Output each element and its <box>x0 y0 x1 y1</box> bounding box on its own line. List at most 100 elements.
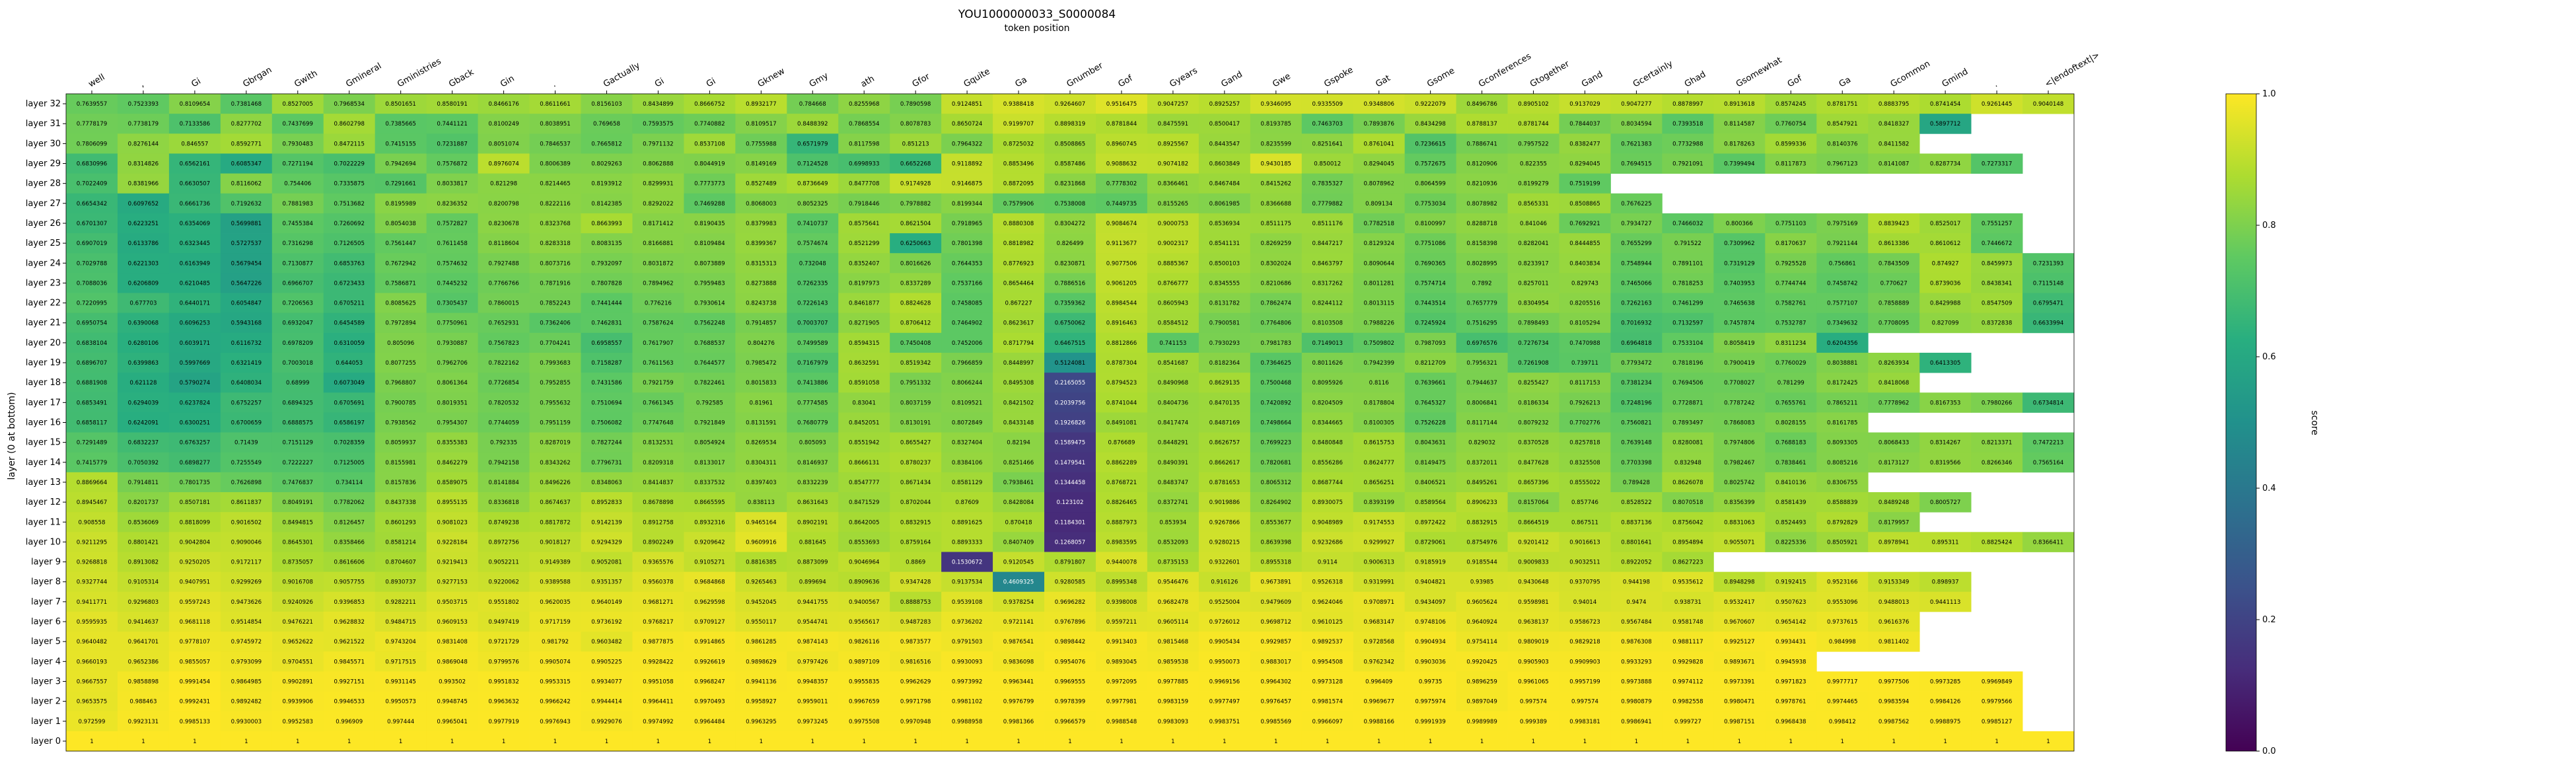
heatmap-cell <box>1044 352 1096 373</box>
cell-value-label: 0.8186334 <box>1518 400 1548 406</box>
cell-value-label: 0.9968438 <box>1775 719 1806 725</box>
cell-value-label: 1 <box>1892 739 1895 745</box>
heatmap-cell <box>168 153 221 174</box>
cell-value-label: 0.7704241 <box>540 340 570 347</box>
cell-value-label: 0.6221303 <box>128 260 159 267</box>
heatmap-cell <box>1353 193 1406 214</box>
cell-value-label: 0.7231393 <box>2033 260 2063 267</box>
cell-value-label: 0.8902191 <box>797 519 828 526</box>
heatmap-cell <box>1044 472 1096 493</box>
cell-value-label: 0.6734814 <box>2033 400 2063 406</box>
cell-value-label: 0.8231868 <box>1055 181 1085 188</box>
y-tick-label: layer 6 <box>31 617 61 627</box>
cell-value-label: 0.8639398 <box>1261 539 1291 546</box>
heatmap-cell <box>735 392 787 413</box>
cell-value-label: 0.9897109 <box>849 659 879 665</box>
cell-value-label: 0.5790274 <box>180 380 210 386</box>
cell-value-label: 0.5124081 <box>1055 360 1085 367</box>
cell-value-label: 0.8348063 <box>591 480 622 486</box>
heatmap-cell <box>478 552 530 573</box>
heatmap-cell <box>2022 392 2075 413</box>
cell-value-label: 0.8462279 <box>437 460 467 466</box>
heatmap-cell <box>1095 552 1148 573</box>
cell-value-label: 0.7463703 <box>1312 121 1343 127</box>
cell-value-label: 1 <box>1017 739 1020 745</box>
cell-value-label: 0.792585 <box>696 400 723 406</box>
cell-value-label: 0.9951058 <box>643 678 673 685</box>
heatmap-cell <box>375 632 427 652</box>
heatmap-cell <box>632 114 684 134</box>
heatmap-cell <box>787 293 839 314</box>
cell-value-label: 0.7652931 <box>488 320 519 327</box>
cell-value-label: 0.9535612 <box>1672 579 1703 586</box>
cell-value-label: 0.8397403 <box>746 480 776 486</box>
heatmap-cell <box>1456 373 1508 393</box>
cell-value-label: 0.8536069 <box>128 519 159 526</box>
heatmap-cell <box>426 412 478 433</box>
heatmap-cell <box>735 552 787 573</box>
heatmap-cell <box>271 253 324 273</box>
cell-value-label: 0.7881983 <box>283 201 313 207</box>
cell-value-label: 0.9389588 <box>540 579 570 586</box>
cell-value-label: 0.7446672 <box>1982 240 2012 247</box>
heatmap-cell <box>323 193 376 214</box>
heatmap-cell <box>838 173 890 194</box>
heatmap-cell <box>1095 611 1148 632</box>
cell-value-label: 0.8984544 <box>1106 301 1137 307</box>
heatmap-cell <box>735 332 787 353</box>
cell-value-label: 0.9620035 <box>540 599 570 606</box>
heatmap-cell <box>1250 293 1303 314</box>
cell-value-label: 0.8605943 <box>1158 301 1188 307</box>
cell-value-label: 0.9970493 <box>694 699 725 706</box>
cell-value-label: 0.9972095 <box>1106 678 1137 685</box>
cell-value-label: 0.7972894 <box>385 320 415 327</box>
cell-value-label: 0.9404821 <box>1415 579 1445 586</box>
cell-value-label: 0.804276 <box>748 340 775 347</box>
cell-value-label: 0.8602798 <box>334 121 364 127</box>
heatmap-cell <box>323 273 376 293</box>
cell-value-label: 0.8079232 <box>1518 420 1548 427</box>
cell-value-label: 0.9348806 <box>1363 101 1394 108</box>
heatmap-cell <box>1404 293 1457 314</box>
heatmap-cell <box>1095 94 1148 114</box>
cell-value-label: 0.7676225 <box>1621 201 1651 207</box>
heatmap-cell <box>581 591 633 612</box>
heatmap-cell <box>1301 133 1354 154</box>
y-tick-label: layer 13 <box>26 478 61 488</box>
heatmap-cell <box>271 392 324 413</box>
heatmap-cell <box>838 213 890 234</box>
cell-value-label: 0.8005727 <box>1930 499 1960 506</box>
heatmap-cell <box>2022 293 2075 314</box>
heatmap-cell <box>375 452 427 473</box>
heatmap-cell <box>684 512 736 532</box>
heatmap-cell <box>787 312 839 334</box>
heatmap-cell <box>1044 114 1096 134</box>
cell-value-label: 0.7900419 <box>1724 360 1754 367</box>
cell-value-label: 0.9280585 <box>1055 579 1085 586</box>
heatmap-cell <box>1713 492 1766 513</box>
heatmap-cell <box>838 193 890 214</box>
cell-value-label: 0.9966579 <box>1055 719 1085 725</box>
heatmap-cell <box>1662 94 1714 114</box>
heatmap-cell <box>1044 273 1096 293</box>
heatmap-cell <box>1198 472 1251 493</box>
cell-value-label: 0.6163949 <box>180 260 210 267</box>
heatmap-cell <box>323 352 376 373</box>
heatmap-cell <box>117 114 170 134</box>
heatmap-cell <box>1559 153 1611 174</box>
cell-value-label: 0.8372838 <box>1982 320 2012 327</box>
cell-value-label: 0.9192415 <box>1775 579 1806 586</box>
heatmap-cell <box>323 492 376 513</box>
heatmap-cell <box>684 153 736 174</box>
cell-value-label: 0.6896707 <box>77 360 107 367</box>
cell-value-label: 0.8304272 <box>1055 221 1085 227</box>
heatmap-cell <box>1353 412 1406 433</box>
cell-value-label: 0.7921849 <box>694 420 725 427</box>
cell-value-label: 0.8621504 <box>900 221 931 227</box>
heatmap-cell <box>838 591 890 612</box>
heatmap-cell <box>1353 352 1406 373</box>
cell-value-label: 0.8155265 <box>1158 201 1188 207</box>
heatmap-cell <box>66 611 118 632</box>
cell-value-label: 0.809134 <box>1365 201 1392 207</box>
cell-value-label: 0.6858117 <box>77 420 107 427</box>
